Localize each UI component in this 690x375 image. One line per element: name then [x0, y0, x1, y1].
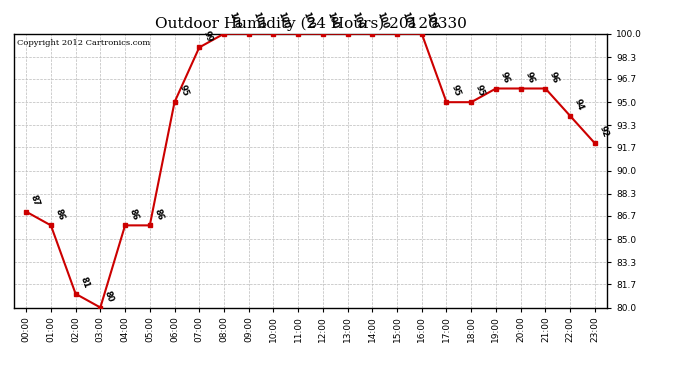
Text: 92: 92	[598, 125, 610, 139]
Text: 99: 99	[202, 29, 215, 43]
Text: 100: 100	[424, 10, 439, 30]
Text: 100: 100	[351, 10, 365, 30]
Text: 86: 86	[128, 207, 140, 221]
Text: Copyright 2012 Cartronics.com: Copyright 2012 Cartronics.com	[17, 39, 150, 47]
Text: 100: 100	[326, 10, 340, 30]
Text: 95: 95	[177, 84, 190, 98]
Text: 100: 100	[375, 10, 389, 30]
Text: 86: 86	[54, 207, 66, 221]
Text: 96: 96	[548, 70, 560, 84]
Text: 95: 95	[449, 84, 462, 98]
Text: 87: 87	[29, 194, 41, 207]
Text: 86: 86	[152, 207, 165, 221]
Text: 100: 100	[227, 10, 241, 30]
Text: 100: 100	[400, 10, 414, 30]
Text: 96: 96	[499, 70, 511, 84]
Text: 94: 94	[573, 98, 585, 112]
Title: Outdoor Humidity (24 Hours) 20120330: Outdoor Humidity (24 Hours) 20120330	[155, 17, 466, 31]
Text: 100: 100	[301, 10, 315, 30]
Text: 100: 100	[251, 10, 266, 30]
Text: 95: 95	[474, 84, 486, 98]
Text: 80: 80	[103, 290, 115, 303]
Text: 96: 96	[524, 70, 536, 84]
Text: 81: 81	[79, 276, 91, 290]
Text: 100: 100	[276, 10, 290, 30]
